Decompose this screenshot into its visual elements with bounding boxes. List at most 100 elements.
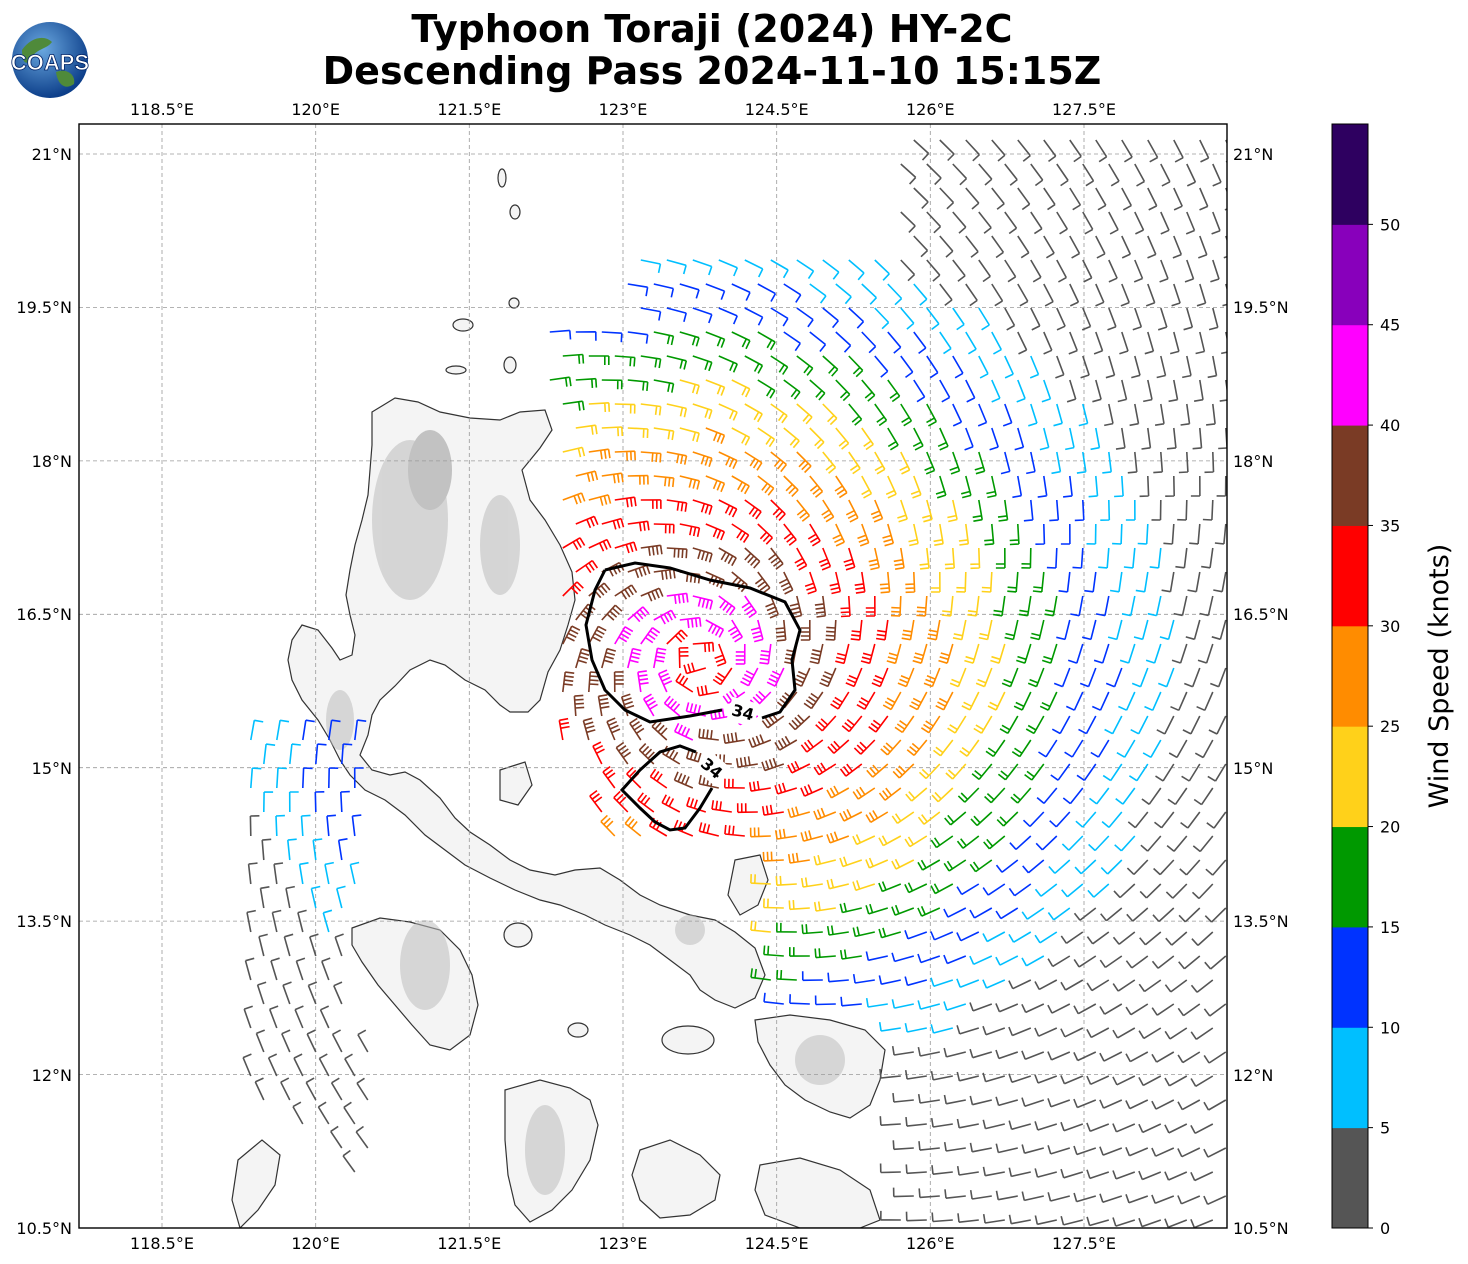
wind-barb: [878, 927, 902, 939]
wind-barb: [1129, 403, 1140, 427]
wind-barb: [692, 355, 713, 372]
wind-barb: [984, 523, 995, 546]
wind-barb: [666, 592, 689, 604]
wind-barb: [829, 571, 842, 595]
wind-barb: [1152, 907, 1175, 923]
wind-barb: [1107, 619, 1123, 641]
wind-barb: [991, 187, 1005, 210]
babuyan-island-2: [445, 365, 467, 375]
wind-barb: [1134, 211, 1145, 235]
wind-barb: [673, 722, 694, 741]
wind-barb: [661, 794, 681, 813]
wind-barb: [324, 861, 334, 885]
wind-barb: [648, 817, 668, 837]
wind-barb: [905, 787, 928, 802]
wind-barb: [886, 643, 902, 665]
wind-barb: [783, 523, 797, 546]
wind-barb: [705, 283, 726, 300]
wind-barb: [927, 619, 941, 641]
wind-barb: [640, 307, 662, 321]
wind-barb: [809, 283, 827, 304]
map-frame: [78, 123, 1228, 1229]
wind-barb: [1037, 475, 1048, 498]
wind-barb: [850, 619, 863, 641]
wind-barb: [1011, 739, 1032, 758]
wind-barb: [1184, 667, 1201, 688]
wind-barb: [300, 814, 311, 837]
wind-barb: [952, 211, 967, 234]
wind-barb: [776, 922, 797, 933]
wind-barb: [589, 789, 603, 813]
wind-barb: [920, 715, 941, 734]
wind-barb: [705, 475, 726, 493]
wind-barb: [1074, 499, 1085, 522]
wind-barb: [1203, 1003, 1227, 1017]
wind-barb: [1004, 307, 1016, 331]
wind-barb: [1004, 211, 1018, 235]
wind-barb: [783, 379, 801, 400]
wind-barb: [900, 211, 916, 233]
wind-barb: [1113, 883, 1136, 899]
wind-barb: [956, 1118, 979, 1129]
wind-barb: [692, 403, 713, 420]
wind-barb: [839, 856, 863, 868]
wind-barb: [1060, 931, 1084, 944]
wind-barb: [852, 786, 876, 800]
wind-barb: [892, 1140, 914, 1151]
wind-barb: [956, 1025, 980, 1035]
wind-barb: [1070, 595, 1084, 617]
wind-barb: [832, 523, 846, 547]
wind-barb: [1086, 523, 1097, 545]
wind-barb: [1047, 955, 1071, 968]
wind-barb: [809, 643, 824, 665]
wind-barb: [947, 499, 958, 523]
wind-barb: [1024, 763, 1045, 781]
wind-barb: [765, 595, 780, 619]
wind-barb: [941, 595, 954, 617]
wind-barb: [995, 1003, 1019, 1013]
wind-barb: [748, 780, 771, 792]
wind-barb: [965, 379, 976, 403]
wind-barb: [815, 715, 837, 732]
wind-barb: [853, 739, 876, 755]
wind-barb: [1193, 379, 1204, 402]
polillo: [499, 761, 533, 806]
wind-barb: [1108, 211, 1119, 235]
wind-barb: [1131, 355, 1141, 379]
babuyan-island-1: [452, 318, 474, 332]
wind-barb: [1055, 355, 1065, 379]
wind-barb: [307, 981, 318, 1005]
colorbar-tick-label: 45: [1380, 316, 1400, 335]
wind-barb: [562, 446, 586, 458]
wind-barb: [969, 1048, 993, 1059]
wind-barb: [724, 824, 745, 837]
wind-barb: [957, 1213, 979, 1223]
wind-barb: [1170, 691, 1188, 712]
wind-barb: [1044, 595, 1058, 617]
wind-barb: [575, 331, 597, 341]
wind-barb: [1114, 835, 1136, 852]
wind-barb: [770, 451, 788, 473]
wind-barb: [841, 715, 863, 733]
wind-barb: [997, 499, 1009, 522]
wind-barb: [787, 760, 811, 774]
wind-barb: [1043, 283, 1054, 307]
wind-barb: [985, 739, 1006, 758]
land-masses: [231, 168, 886, 1228]
contour-labels: 34 34: [693, 696, 760, 787]
wind-barb: [575, 377, 598, 388]
svg-text:121.5°E: 121.5°E: [437, 100, 501, 119]
svg-text:21°N: 21°N: [32, 145, 72, 164]
wind-barb: [322, 909, 333, 933]
wind-barb: [256, 981, 267, 1005]
wind-barb: [627, 474, 649, 485]
wind-barb: [800, 620, 811, 641]
wind-barb: [967, 595, 980, 617]
catanduanes: [727, 854, 769, 916]
wind-barb: [826, 785, 850, 799]
wind-barb: [293, 1053, 304, 1077]
wind-barb: [1180, 403, 1191, 426]
wind-barb: [1056, 259, 1068, 283]
wind-barb: [926, 163, 942, 186]
wind-barb: [856, 691, 876, 710]
